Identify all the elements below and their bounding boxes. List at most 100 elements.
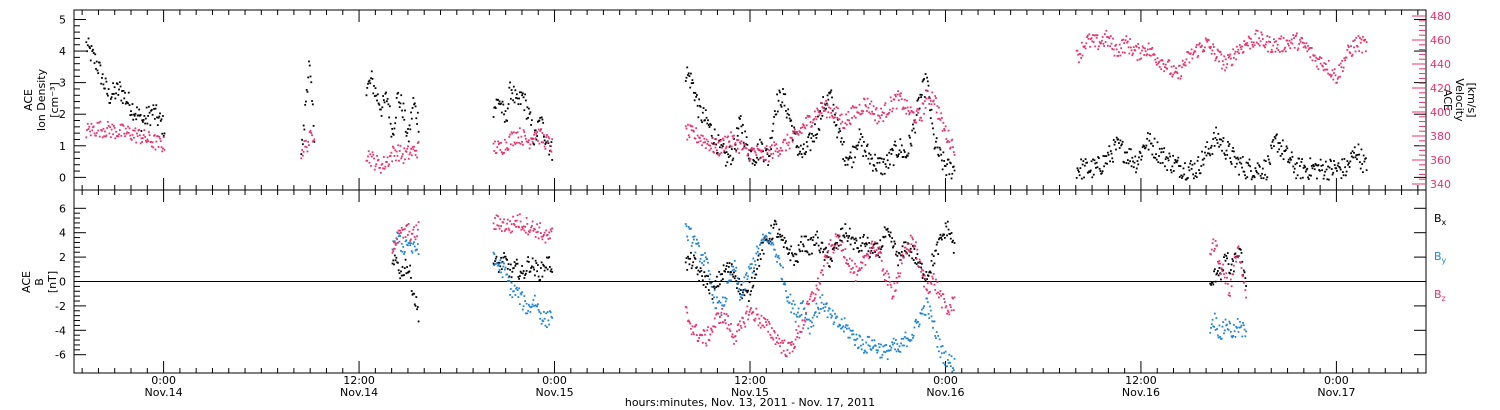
velocity-point — [1078, 61, 1080, 64]
density-point — [530, 119, 533, 122]
bx-point — [874, 251, 876, 253]
velocity-point — [536, 139, 539, 142]
bx-point — [789, 259, 792, 262]
velocity-point — [1086, 34, 1089, 37]
velocity-point — [141, 141, 144, 143]
by-point — [815, 302, 818, 305]
by-point — [731, 269, 734, 272]
velocity-point — [157, 146, 160, 148]
velocity-point — [408, 153, 411, 156]
density-point — [524, 99, 527, 102]
velocity-point — [690, 129, 693, 132]
density-point — [129, 114, 132, 117]
bz-point — [765, 324, 768, 326]
bz-point — [505, 228, 508, 231]
bx-point — [950, 232, 953, 234]
density-point — [802, 143, 805, 146]
bz-point — [819, 271, 822, 274]
velocity-point — [691, 125, 694, 128]
bx-point — [1240, 251, 1243, 254]
bz-point — [531, 220, 534, 223]
velocity-point — [868, 102, 871, 105]
bz-point — [1244, 289, 1247, 292]
density-point — [1137, 163, 1140, 166]
velocity-point — [1208, 46, 1211, 48]
bz-point — [1227, 294, 1230, 297]
velocity-point — [940, 112, 943, 115]
bz-point — [691, 325, 694, 328]
by-point — [717, 301, 720, 304]
density-point — [304, 103, 307, 106]
bx-point — [900, 254, 902, 257]
velocity-point — [130, 137, 132, 140]
bx-point — [747, 300, 750, 302]
bx-point — [788, 252, 790, 254]
bx-point — [539, 267, 542, 269]
bx-point — [403, 274, 405, 276]
density-point — [121, 90, 123, 92]
bx-point — [537, 275, 540, 278]
bx-point — [724, 268, 727, 270]
by-point — [1227, 328, 1230, 331]
density-point — [1158, 155, 1160, 157]
density-point — [413, 103, 415, 106]
density-point — [1281, 152, 1283, 155]
velocity-point — [947, 129, 950, 132]
bz-point — [845, 259, 848, 261]
bz-point — [523, 229, 526, 232]
density-point — [776, 93, 778, 96]
velocity-point — [878, 115, 881, 117]
bx-point — [859, 236, 862, 239]
bx-point — [777, 235, 780, 238]
by-point — [698, 260, 701, 263]
velocity-point — [1324, 63, 1327, 65]
density-point — [1154, 156, 1157, 159]
top-ytick-right-label: 360 — [1430, 154, 1451, 167]
by-point — [855, 333, 858, 336]
by-point — [504, 266, 507, 269]
bx-point — [413, 292, 415, 295]
bz-point — [867, 254, 870, 257]
bz-point — [772, 338, 775, 341]
density-point — [1191, 163, 1194, 166]
velocity-point — [917, 108, 920, 111]
velocity-point — [535, 132, 538, 135]
bz-point — [788, 341, 790, 344]
bz-point — [886, 270, 888, 273]
bz-point — [736, 330, 738, 333]
density-point — [933, 147, 936, 150]
by-point — [408, 242, 411, 244]
density-point — [502, 103, 505, 106]
density-point — [1292, 165, 1295, 168]
bx-point — [857, 250, 860, 253]
density-point — [365, 94, 368, 97]
bx-point — [862, 236, 865, 238]
velocity-point — [312, 139, 315, 142]
velocity-point — [1284, 46, 1286, 49]
bx-point — [703, 271, 706, 274]
bz-point — [728, 328, 731, 331]
density-point — [883, 172, 886, 175]
velocity-point — [829, 107, 832, 110]
velocity-point — [1268, 36, 1271, 39]
density-point — [926, 76, 928, 79]
velocity-point — [874, 108, 877, 111]
bz-point — [704, 333, 706, 336]
by-point — [503, 262, 505, 265]
bz-point — [824, 254, 827, 257]
density-point — [134, 112, 137, 115]
bz-point — [854, 280, 857, 282]
velocity-point — [751, 149, 754, 151]
bz-point — [940, 294, 943, 297]
by-point — [510, 281, 513, 284]
by-point — [1233, 330, 1236, 333]
by-point — [527, 309, 530, 312]
bx-point — [889, 235, 891, 238]
bx-point — [817, 236, 819, 239]
velocity-point — [499, 149, 502, 151]
bz-point — [778, 337, 781, 340]
velocity-point — [869, 112, 872, 115]
velocity-point — [923, 112, 925, 115]
bz-point — [814, 293, 817, 296]
bx-point — [943, 236, 946, 239]
